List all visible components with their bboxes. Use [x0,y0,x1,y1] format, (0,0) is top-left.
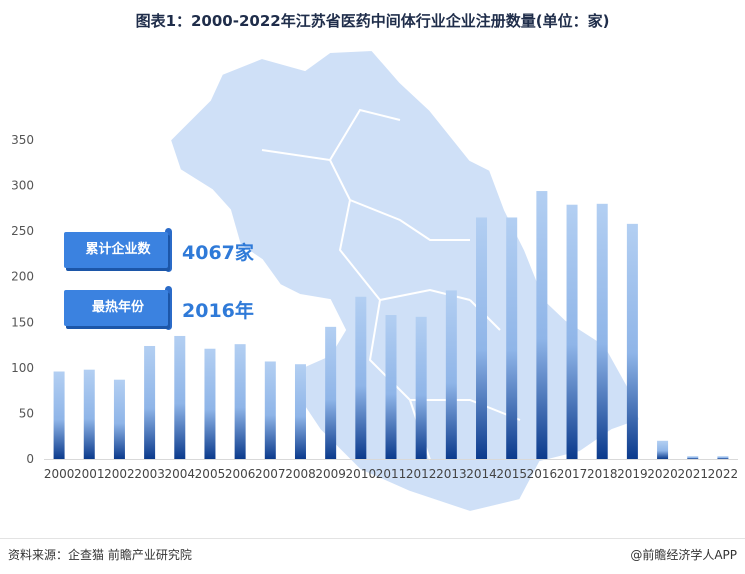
bar-2005 [204,348,216,459]
bar-2000 [53,371,65,459]
bar-2011 [385,314,397,459]
ribbon-curl [165,286,172,330]
x-tick-label: 2014 [466,467,497,481]
callout-total-label: 累计企业数 [85,242,151,257]
callout-total: 累计企业数 [64,228,172,272]
x-tick-label: 2013 [436,467,467,481]
y-tick-label: 150 [11,315,34,329]
footer-divider [0,538,745,539]
jiangsu-map [168,48,642,514]
x-tick-label: 2021 [677,467,708,481]
x-tick-label: 2015 [496,467,527,481]
bar-2006 [234,344,246,459]
bar-2012 [415,316,427,459]
bar-2013 [445,290,457,459]
bar-2008 [294,364,306,459]
bar-2002 [113,379,125,459]
bars [53,191,729,460]
x-tick-label: 2004 [165,467,196,481]
x-tick-label: 2008 [285,467,316,481]
x-tick-label: 2019 [617,467,648,481]
ribbon-curl [165,228,172,272]
bar-2004 [174,335,186,459]
y-tick-label: 250 [11,224,34,238]
x-tick-label: 2006 [225,467,256,481]
y-tick-label: 0 [26,452,34,466]
y-tick-label: 50 [19,406,34,420]
bar-2001 [83,369,95,459]
x-tick-label: 2003 [134,467,165,481]
x-axis: 2000 2001 2002 2003 2004 2005 2006 2007 2008 2009… [44,459,739,481]
x-tick-label: 2020 [647,467,678,481]
x-tick-label: 2012 [406,467,437,481]
brand-note: @前瞻经济学人APP [630,548,737,562]
bar-2022 [717,456,729,459]
bar-2021 [687,456,699,459]
y-tick-label: 200 [11,270,34,284]
y-axis: 0 50 100 150 200 250 300 350 [11,133,34,466]
bar-2020 [657,440,669,459]
x-tick-label: 2010 [346,467,377,481]
bar-2017 [566,204,578,459]
bar-2019 [626,223,638,459]
x-tick-label: 2009 [315,467,346,481]
x-tick-label: 2016 [527,467,558,481]
x-tick-label: 2002 [104,467,135,481]
bar-2015 [506,217,518,459]
y-tick-label: 100 [11,361,34,375]
x-tick-label: 2017 [557,467,588,481]
x-tick-label: 2000 [44,467,75,481]
callout-peak: 最热年份 [64,286,172,330]
callout-peak-label: 最热年份 [91,300,144,315]
x-tick-label: 2007 [255,467,286,481]
y-tick-label: 350 [11,133,34,147]
x-tick-label: 2005 [195,467,226,481]
source-note: 资料来源：企查猫 前瞻产业研究院 [8,548,192,562]
bar-2018 [596,203,608,459]
bar-2007 [264,361,276,459]
callout-total-value: 4067家 [182,242,254,264]
chart-title: 图表1：2000-2022年江苏省医药中间体行业企业注册数量(单位：家) [135,12,610,30]
bar-2010 [355,296,367,459]
y-tick-label: 300 [11,179,34,193]
bar-2009 [325,326,337,459]
ribbon [64,290,168,326]
callout-peak-value: 2016年 [182,300,254,322]
ribbon [64,232,168,268]
bar-2014 [476,217,488,459]
bar-2016 [536,191,548,460]
x-tick-label: 2018 [587,467,618,481]
x-tick-label: 2022 [708,467,739,481]
x-tick-label: 2001 [74,467,105,481]
x-tick-label: 2011 [376,467,407,481]
bar-2003 [144,345,156,459]
